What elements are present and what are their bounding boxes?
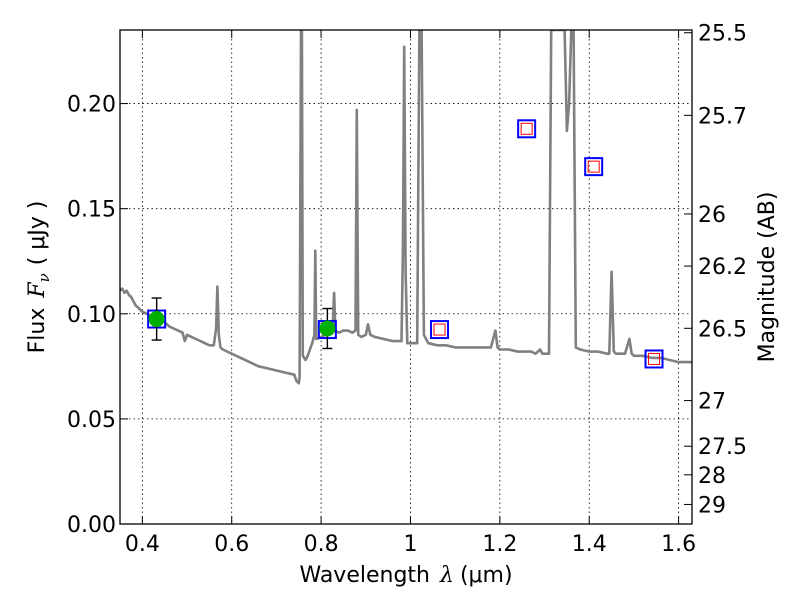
x-tick-label: 0.8: [304, 532, 339, 557]
x-tick-label: 1.6: [661, 532, 696, 557]
observed-point: [319, 320, 336, 337]
y-tick-label: 0.00: [67, 513, 116, 538]
plot-frame: [119, 29, 693, 525]
observed-point: [148, 311, 165, 328]
upper-limit-marker: [648, 352, 661, 365]
right-axis-label: Magnitude (AB): [755, 192, 780, 363]
y-tick-label: 0.10: [67, 303, 116, 328]
upper-limit-marker: [587, 160, 600, 173]
y2-tick-label: 26.5: [698, 317, 747, 342]
x-tick-label: 0.6: [214, 532, 249, 557]
x-tick-label: 0.4: [125, 532, 160, 557]
y2-tick-label: 27: [698, 390, 726, 415]
y-tick-label: 0.15: [67, 198, 116, 223]
model-photometry-marker: [517, 119, 537, 139]
model-photometry-marker: [430, 320, 450, 340]
upper-limit-marker: [520, 122, 533, 135]
ticks: 0.4 0.6 0.8 1 1.2 1.4 1.6 0.00 0.05 0.10 0.15 0.20 2…: [67, 22, 747, 557]
y2-tick-label: 28: [698, 464, 726, 489]
y2-tick-label: 26.2: [698, 255, 747, 280]
x-axis-label: Wavelength λ (μm): [299, 563, 512, 588]
model-photometry-marker: [584, 157, 604, 177]
y2-tick-label: 27.5: [698, 435, 747, 460]
x-tick-label: 1.4: [572, 532, 607, 557]
model-photometry-marker: [644, 349, 664, 369]
x-tick-label: 1: [403, 532, 417, 557]
y-tick-label: 0.20: [67, 93, 116, 118]
y-axis-label: FluxFν( μJy ): [25, 201, 53, 354]
x-tick-label: 1.2: [482, 532, 517, 557]
y2-tick-label: 26: [698, 203, 726, 228]
y2-tick-label: 29: [698, 493, 726, 518]
data-layer: [120, 30, 692, 385]
y2-tick-label: 25.5: [698, 22, 747, 47]
y-tick-label: 0.05: [67, 408, 116, 433]
spectrum-line: [120, 30, 692, 385]
y2-tick-label: 25.7: [698, 104, 747, 129]
upper-limit-marker: [433, 323, 446, 336]
